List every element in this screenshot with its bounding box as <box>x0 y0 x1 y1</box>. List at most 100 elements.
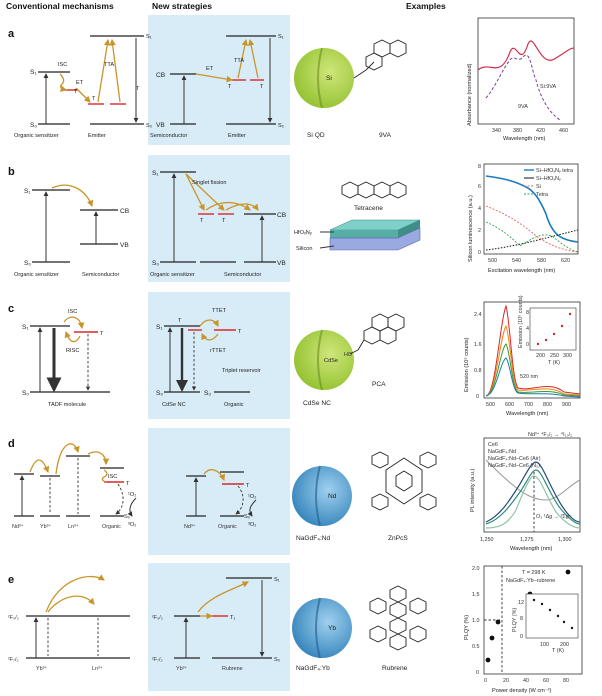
row-a: a S₁ S₀ ISC ET TTA T T S₁ S₀ T Organic s… <box>8 17 575 142</box>
chart-a: 340 380 420 460 Wavelength (nm) Absorban… <box>467 17 575 142</box>
svg-text:T (K): T (K) <box>548 360 560 366</box>
svg-text:Nd: Nd <box>328 493 337 500</box>
svg-text:RISC: RISC <box>66 348 79 354</box>
svg-text:200: 200 <box>536 353 545 359</box>
svg-text:PLQY (%): PLQY (%) <box>464 615 470 640</box>
row-d: d Nd³⁺ Yb³⁺ Ln³⁺ Organic ISC T ¹O₂ ³O₂ S… <box>8 432 581 552</box>
series-nagdf4-nd <box>485 475 581 529</box>
tetracene-molecule <box>341 181 407 199</box>
panel-letter-b: b <box>8 166 15 178</box>
panel-new-b <box>148 155 290 282</box>
svg-text:Singlet fission: Singlet fission <box>192 180 227 186</box>
svg-text:500: 500 <box>488 258 497 264</box>
svg-text:S₁: S₁ <box>30 69 37 76</box>
svg-text:8: 8 <box>526 310 529 316</box>
chart-d: 1,250 1,275 1,300 Wavelength (nm) PL int… <box>470 432 581 552</box>
svg-text:12: 12 <box>518 600 524 606</box>
svg-text:80: 80 <box>563 678 569 684</box>
svg-text:Emission (10⁵ counts): Emission (10⁵ counts) <box>463 337 470 392</box>
panel-new-e <box>148 563 290 691</box>
svg-text:520 nm: 520 nm <box>520 374 538 380</box>
svg-text:³O₂: ³O₂ <box>248 522 256 528</box>
cdse-nc-sphere <box>294 330 354 390</box>
panel-new-d <box>148 428 290 555</box>
point-e-3 <box>495 619 501 625</box>
svg-text:T: T <box>228 84 232 90</box>
svg-text:CdSe NC: CdSe NC <box>162 402 186 408</box>
chart-c: 500 600 700 800 900 0 0.8 1.6 2.4 Wavele… <box>463 295 581 417</box>
svg-text:1,275: 1,275 <box>520 537 534 543</box>
svg-text:T₁: T₁ <box>230 615 235 621</box>
svg-text:HO: HO <box>344 352 352 358</box>
svg-text:ISC: ISC <box>108 474 117 480</box>
svg-text:0: 0 <box>476 670 479 676</box>
svg-text:Organic sensitizer: Organic sensitizer <box>14 133 59 139</box>
series-9va <box>485 54 561 121</box>
svg-text:TADF molecule: TADF molecule <box>48 402 86 408</box>
svg-text:0: 0 <box>478 250 481 256</box>
svg-text:1.6: 1.6 <box>474 342 482 348</box>
svg-text:T: T <box>178 318 182 324</box>
header-conventional: Conventional mechanisms <box>6 1 114 11</box>
panel-letter-e: e <box>8 574 14 586</box>
svg-text:S₀: S₀ <box>146 123 153 129</box>
series-nd-ce6-air <box>485 469 581 525</box>
series-si <box>485 205 579 253</box>
svg-text:T (K): T (K) <box>552 648 564 654</box>
svg-text:0: 0 <box>484 678 487 684</box>
svg-text:0.8: 0.8 <box>474 368 482 374</box>
header-new-strategies: New strategies <box>152 1 212 11</box>
svg-text:Wavelength (nm): Wavelength (nm) <box>506 411 549 417</box>
svg-text:NaGdF₄:Yb: NaGdF₄:Yb <box>296 665 330 672</box>
svg-text:Yb³⁺: Yb³⁺ <box>36 666 47 672</box>
svg-text:700: 700 <box>524 402 533 408</box>
svg-text:Silicon: Silicon <box>296 246 312 252</box>
svg-text:T: T <box>100 331 104 337</box>
svg-text:0: 0 <box>526 342 529 348</box>
svg-text:1.0: 1.0 <box>472 618 480 624</box>
svg-text:T: T <box>238 329 242 335</box>
svg-text:Absorbance (normalized): Absorbance (normalized) <box>467 63 473 126</box>
svg-text:4: 4 <box>478 206 481 212</box>
svg-text:VB: VB <box>156 122 165 129</box>
svg-text:900: 900 <box>562 402 571 408</box>
panel-letter-a: a <box>8 28 15 40</box>
svg-text:Emission (10⁵ counts): Emission (10⁵ counts) <box>518 295 524 348</box>
si-qd-sphere <box>294 48 354 108</box>
series-c-t300 <box>485 304 581 397</box>
svg-text:580: 580 <box>537 258 546 264</box>
svg-text:Si:9VA: Si:9VA <box>540 84 556 90</box>
svg-text:9VA: 9VA <box>518 104 528 110</box>
svg-text:TTA: TTA <box>104 62 114 68</box>
svg-text:T: T <box>126 481 130 487</box>
row-b: b S₁ S₀ CB VB Organic sensitizer Semicon… <box>8 163 579 278</box>
svg-text:2.0: 2.0 <box>472 566 480 572</box>
svg-text:²F₇/₂: ²F₇/₂ <box>8 657 19 663</box>
svg-text:T = 298 K: T = 298 K <box>522 570 546 576</box>
svg-text:S₀: S₀ <box>124 514 131 520</box>
svg-text:²F₅/₂: ²F₅/₂ <box>152 615 163 621</box>
pca-molecule <box>349 313 405 355</box>
svg-text:S₁: S₁ <box>274 577 280 583</box>
svg-text:CB: CB <box>156 72 166 79</box>
svg-text:40: 40 <box>523 678 529 684</box>
svg-text:Si QD: Si QD <box>307 132 325 139</box>
svg-text:S₀: S₀ <box>274 657 281 663</box>
svg-text:²F₇/₂: ²F₇/₂ <box>152 657 163 663</box>
svg-text:ET: ET <box>76 80 84 86</box>
series-ce6 <box>485 459 581 501</box>
series-nd-ce6-n2 <box>485 461 581 523</box>
nagdf4-nd-sphere <box>292 466 352 526</box>
svg-text:ISC: ISC <box>58 62 67 68</box>
svg-text:O₂ ¹Δg → ³Σg⁻: O₂ ¹Δg → ³Σg⁻ <box>536 514 572 520</box>
svg-text:ET: ET <box>206 66 214 72</box>
panel-new-c <box>148 292 290 419</box>
series-c-t250 <box>485 324 581 397</box>
svg-text:Yb: Yb <box>328 625 336 632</box>
svg-text:Rubrene: Rubrene <box>222 666 243 672</box>
svg-text:Wavelength (nm): Wavelength (nm) <box>510 546 553 552</box>
svg-text:NaGdF₄:Nd: NaGdF₄:Nd <box>488 449 516 455</box>
svg-text:Triplet reservoir: Triplet reservoir <box>222 368 261 374</box>
svg-text:VB: VB <box>277 260 286 267</box>
